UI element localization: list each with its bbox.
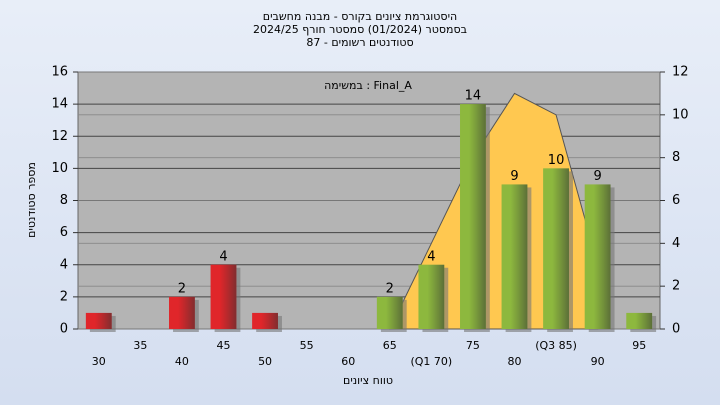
- annotation: במשימה : Final_A: [324, 79, 412, 92]
- y-tick-label: 0: [60, 322, 68, 337]
- x-tick-label: (Q3 85): [535, 339, 577, 352]
- value-label: 4: [219, 249, 227, 264]
- value-label: 9: [594, 169, 602, 184]
- x-tick-label: 30: [92, 355, 106, 368]
- y-axis-label: מספר סטודנטים: [25, 162, 38, 238]
- y-tick-label: 6: [60, 225, 68, 240]
- chart-subtitle: בסמסטר (01/2024) סמסטר חורף 2024/25: [253, 23, 467, 36]
- value-label: 2: [178, 281, 186, 296]
- y-tick-label: 4: [60, 257, 68, 272]
- x-tick-label: 40: [175, 355, 189, 368]
- bar-shade: [543, 168, 569, 329]
- x-tick-label: 95: [632, 339, 646, 352]
- x-tick-label: 90: [591, 355, 605, 368]
- x-tick-label: 65: [383, 339, 397, 352]
- y2-tick-label: 10: [672, 107, 689, 122]
- bar-shade: [418, 264, 445, 329]
- x-tick-label: 55: [300, 339, 314, 352]
- y2-tick-label: 4: [672, 236, 680, 251]
- value-label: 2: [386, 281, 394, 296]
- y-tick-label: 16: [51, 65, 68, 80]
- x-tick-label: 35: [133, 339, 147, 352]
- chart-title: היסטוגרמת ציונים בקורס - מבנה מחשבים: [263, 10, 457, 23]
- y2-tick-label: 6: [672, 193, 680, 208]
- bar-shade: [252, 312, 278, 329]
- y-tick-label: 12: [51, 129, 68, 144]
- y-tick-label: 14: [51, 97, 68, 112]
- y-tick-label: 2: [60, 289, 68, 304]
- y-tick-label: 10: [51, 161, 68, 176]
- chart-subtitle: סטודנטים רשומים - 87: [306, 36, 413, 49]
- x-tick-label: 60: [341, 355, 355, 368]
- bar-shade: [584, 184, 611, 329]
- x-tick-label: (Q1 70): [410, 355, 452, 368]
- x-tick-label: 80: [508, 355, 522, 368]
- y2-tick-label: 2: [672, 279, 680, 294]
- bar-shade: [460, 104, 486, 329]
- bar-shade: [376, 296, 403, 329]
- value-label: 4: [427, 249, 435, 264]
- value-label: 10: [548, 153, 565, 168]
- y-tick-label: 8: [60, 193, 68, 208]
- value-label: 14: [465, 89, 482, 104]
- y2-tick-label: 12: [672, 65, 689, 80]
- bar-shade: [501, 184, 528, 329]
- bar-shade: [85, 312, 112, 329]
- bar-shade: [210, 264, 237, 329]
- bar-shade: [626, 312, 653, 329]
- x-tick-label: 45: [217, 339, 231, 352]
- bar-shade: [169, 296, 195, 329]
- x-tick-label: 50: [258, 355, 272, 368]
- y2-tick-label: 8: [672, 150, 680, 165]
- x-axis-label: טווח ציונים: [343, 374, 393, 387]
- value-label: 9: [510, 169, 518, 184]
- y2-tick-label: 0: [672, 322, 680, 337]
- x-tick-label: 75: [466, 339, 480, 352]
